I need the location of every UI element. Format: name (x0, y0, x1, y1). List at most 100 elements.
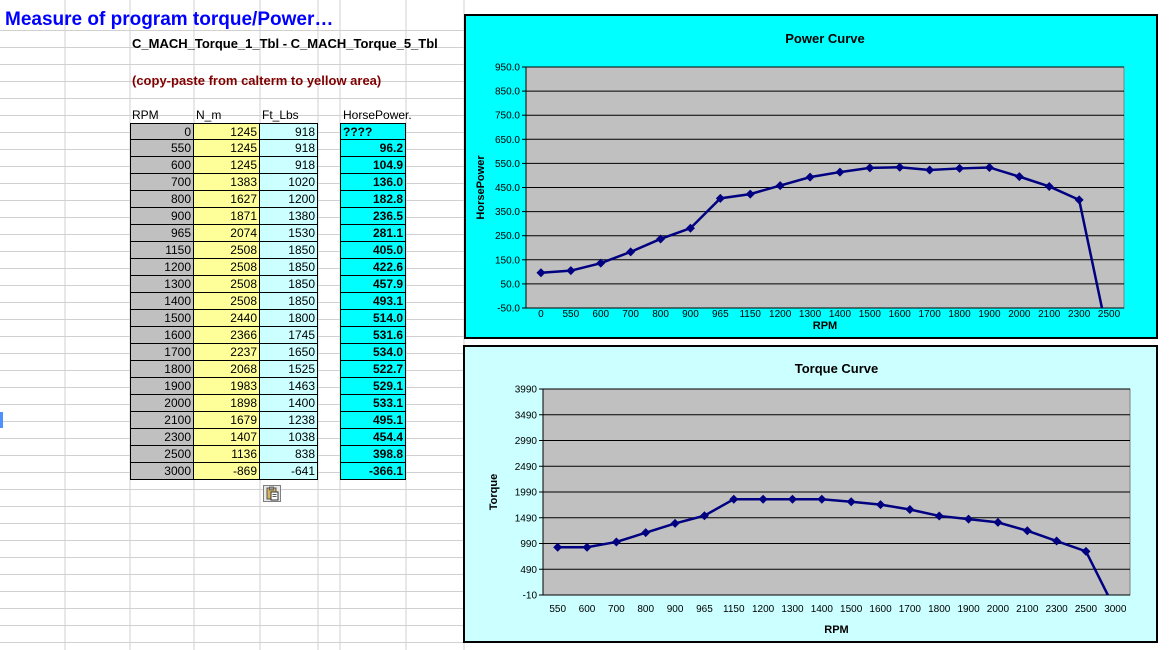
cell-hp[interactable]: 533.1 (340, 395, 406, 412)
cell-nm[interactable]: 1245 (194, 140, 260, 157)
cell-ft[interactable]: 1525 (260, 361, 318, 378)
cell-nm[interactable]: 1627 (194, 191, 260, 208)
cell-hp[interactable]: 182.8 (340, 191, 406, 208)
data-point (805, 172, 815, 182)
cell-hp[interactable]: 534.0 (340, 344, 406, 361)
cell-hp[interactable]: 236.5 (340, 208, 406, 225)
cell-ft[interactable]: 1200 (260, 191, 318, 208)
cell-nm[interactable]: 1245 (194, 157, 260, 174)
cell-rpm[interactable]: 600 (130, 157, 194, 174)
cell-rpm[interactable]: 1200 (130, 259, 194, 276)
x-tick-label: 800 (637, 604, 654, 615)
cell-hp[interactable]: 96.2 (340, 140, 406, 157)
cell-nm[interactable]: 2237 (194, 344, 260, 361)
torque-curve-chart[interactable]: -10 490 990 1490 1990 2490 2990 3490 3990 550 600 7… (463, 345, 1158, 643)
cell-rpm[interactable]: 1700 (130, 344, 194, 361)
cell-nm[interactable]: 1245 (194, 123, 260, 140)
paste-clipboard-icon[interactable] (263, 485, 281, 502)
cell-rpm[interactable]: 0 (130, 123, 194, 140)
cell-rpm[interactable]: 700 (130, 174, 194, 191)
cell-hp[interactable]: 454.4 (340, 429, 406, 446)
cell-rpm[interactable]: 2000 (130, 395, 194, 412)
cell-nm[interactable]: 2508 (194, 276, 260, 293)
power-curve-chart[interactable]: -50.0 50.0 150.0 250.0 350.0 450.0 550.0 650.0 7… (464, 14, 1158, 339)
cell-ft[interactable]: 1850 (260, 276, 318, 293)
cell-ft[interactable]: 1850 (260, 293, 318, 310)
cell-nm[interactable]: -869 (194, 463, 260, 480)
cell-rpm[interactable]: 2300 (130, 429, 194, 446)
cell-rpm[interactable]: 2500 (130, 446, 194, 463)
header-rpm: RPM (132, 108, 159, 122)
cell-ft[interactable]: -641 (260, 463, 318, 480)
data-point (775, 181, 785, 191)
cell-ft[interactable]: 1400 (260, 395, 318, 412)
cell-nm[interactable]: 1679 (194, 412, 260, 429)
cell-ft[interactable]: 1530 (260, 225, 318, 242)
data-point (685, 223, 695, 233)
cell-rpm[interactable]: 3000 (130, 463, 194, 480)
x-tick-label: 1300 (781, 604, 804, 615)
cell-hp[interactable]: 398.8 (340, 446, 406, 463)
cell-nm[interactable]: 2508 (194, 259, 260, 276)
cell-ft[interactable]: 1238 (260, 412, 318, 429)
cell-hp[interactable]: 104.9 (340, 157, 406, 174)
cell-nm[interactable]: 2508 (194, 242, 260, 259)
cell-hp[interactable]: 281.1 (340, 225, 406, 242)
cell-ft[interactable]: 1463 (260, 378, 318, 395)
cell-rpm[interactable]: 1900 (130, 378, 194, 395)
cell-ft[interactable]: 918 (260, 123, 318, 140)
data-point (817, 494, 827, 504)
cell-nm[interactable]: 2508 (194, 293, 260, 310)
data-point (566, 266, 576, 276)
cell-rpm[interactable]: 1800 (130, 361, 194, 378)
cell-hp[interactable]: 495.1 (340, 412, 406, 429)
cell-nm[interactable]: 1898 (194, 395, 260, 412)
cell-ft[interactable]: 1038 (260, 429, 318, 446)
cell-rpm[interactable]: 1600 (130, 327, 194, 344)
cell-ft[interactable]: 1650 (260, 344, 318, 361)
cell-nm[interactable]: 2440 (194, 310, 260, 327)
cell-nm[interactable]: 1383 (194, 174, 260, 191)
x-tick-label: 1300 (799, 309, 822, 320)
cell-rpm[interactable]: 800 (130, 191, 194, 208)
cell-hp[interactable]: 529.1 (340, 378, 406, 395)
cell-ft[interactable]: 838 (260, 446, 318, 463)
cell-hp[interactable]: 514.0 (340, 310, 406, 327)
cell-nm[interactable]: 2366 (194, 327, 260, 344)
cell-rpm[interactable]: 965 (130, 225, 194, 242)
cell-hp[interactable]: 457.9 (340, 276, 406, 293)
cell-hp[interactable]: ???? (340, 123, 406, 140)
cell-hp[interactable]: 493.1 (340, 293, 406, 310)
cell-hp[interactable]: 531.6 (340, 327, 406, 344)
cell-rpm[interactable]: 900 (130, 208, 194, 225)
cell-ft[interactable]: 1850 (260, 242, 318, 259)
x-tick-label: 965 (696, 604, 713, 615)
cell-nm[interactable]: 2068 (194, 361, 260, 378)
cell-nm[interactable]: 1136 (194, 446, 260, 463)
cell-ft[interactable]: 1020 (260, 174, 318, 191)
cell-hp[interactable]: 136.0 (340, 174, 406, 191)
cell-ft[interactable]: 1380 (260, 208, 318, 225)
cell-ft[interactable]: 918 (260, 140, 318, 157)
cell-nm[interactable]: 1983 (194, 378, 260, 395)
data-point (905, 505, 915, 515)
cell-rpm[interactable]: 1300 (130, 276, 194, 293)
cell-ft[interactable]: 1745 (260, 327, 318, 344)
cell-hp[interactable]: -366.1 (340, 463, 406, 480)
cell-hp[interactable]: 405.0 (340, 242, 406, 259)
cell-hp[interactable]: 422.6 (340, 259, 406, 276)
cell-rpm[interactable]: 1500 (130, 310, 194, 327)
cell-nm[interactable]: 1407 (194, 429, 260, 446)
cell-hp[interactable]: 522.7 (340, 361, 406, 378)
cell-nm[interactable]: 1871 (194, 208, 260, 225)
cell-nm[interactable]: 2074 (194, 225, 260, 242)
cell-ft[interactable]: 1800 (260, 310, 318, 327)
x-tick-label: 1600 (869, 604, 892, 615)
x-axis-label: RPM (813, 320, 837, 332)
cell-rpm[interactable]: 2100 (130, 412, 194, 429)
cell-rpm[interactable]: 1150 (130, 242, 194, 259)
cell-rpm[interactable]: 1400 (130, 293, 194, 310)
cell-ft[interactable]: 918 (260, 157, 318, 174)
cell-ft[interactable]: 1850 (260, 259, 318, 276)
cell-rpm[interactable]: 550 (130, 140, 194, 157)
